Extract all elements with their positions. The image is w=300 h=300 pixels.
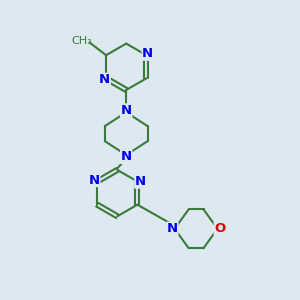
Text: N: N [121, 150, 132, 163]
Text: O: O [214, 222, 226, 235]
Text: N: N [167, 222, 178, 235]
Text: N: N [121, 104, 132, 117]
Text: N: N [99, 74, 110, 86]
Text: N: N [142, 47, 153, 60]
Text: N: N [135, 175, 146, 188]
Text: CH₃: CH₃ [71, 36, 92, 46]
Text: N: N [89, 173, 100, 187]
